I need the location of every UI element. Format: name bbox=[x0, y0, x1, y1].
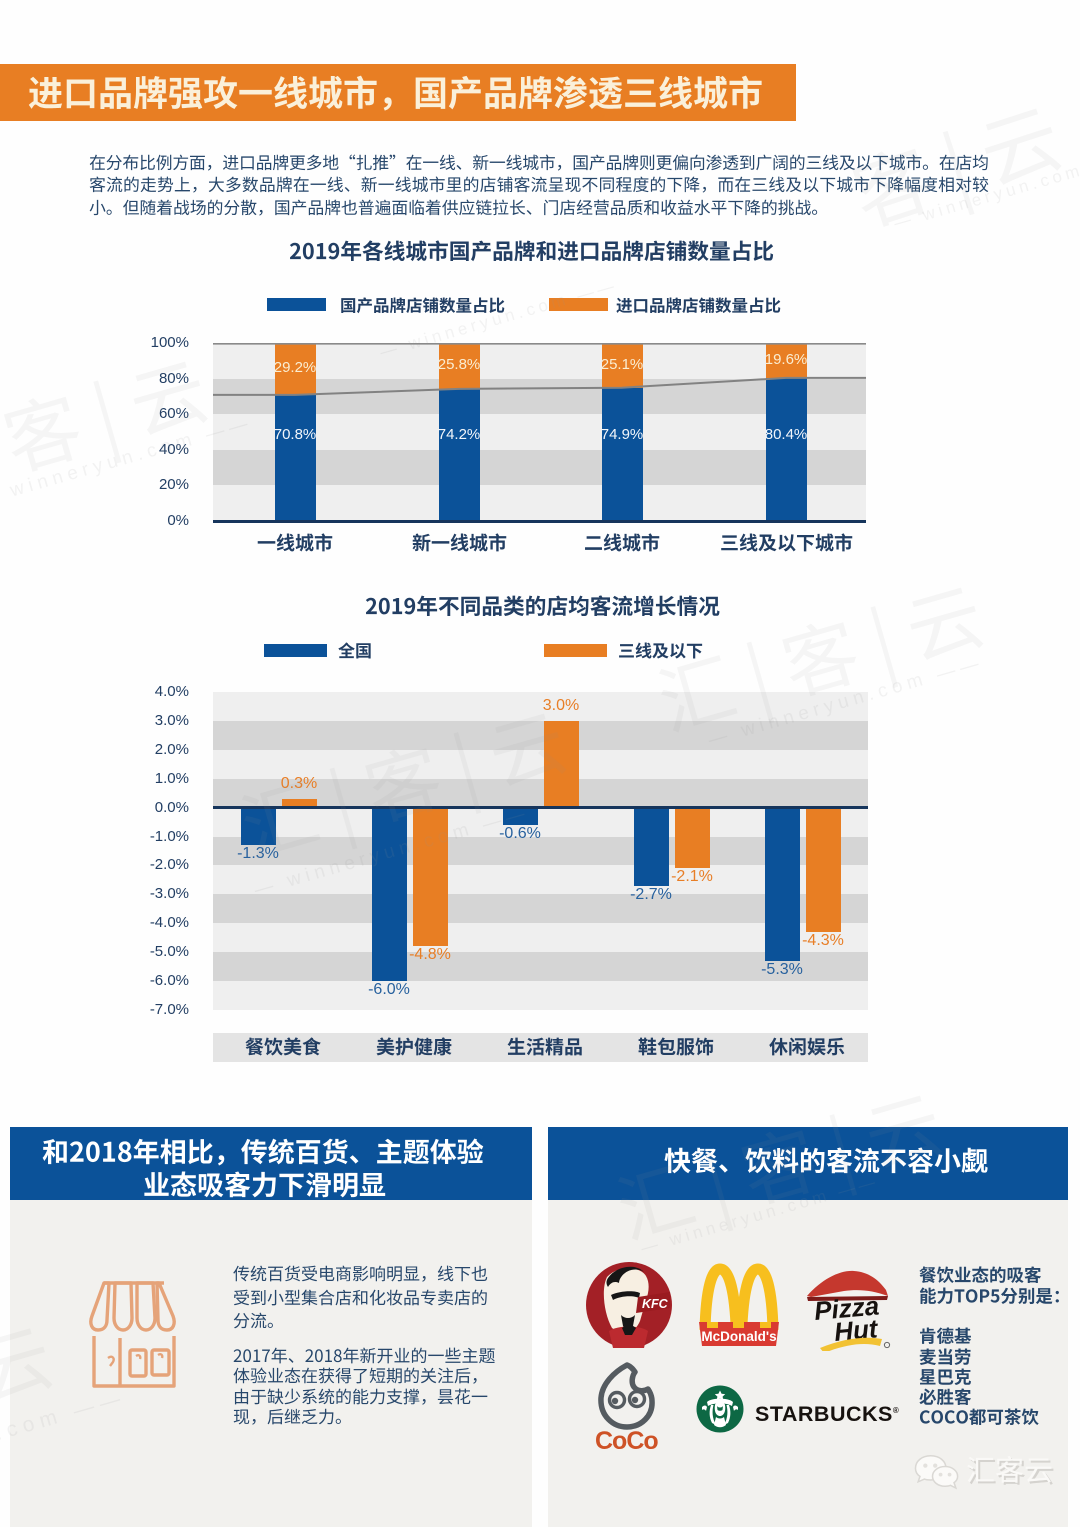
svg-text:McDonald's: McDonald's bbox=[701, 1329, 776, 1344]
svg-text:Pizza: Pizza bbox=[813, 1290, 880, 1326]
svg-text:KFC: KFC bbox=[642, 1297, 669, 1311]
svg-text:CoCo: CoCo bbox=[595, 1427, 658, 1452]
